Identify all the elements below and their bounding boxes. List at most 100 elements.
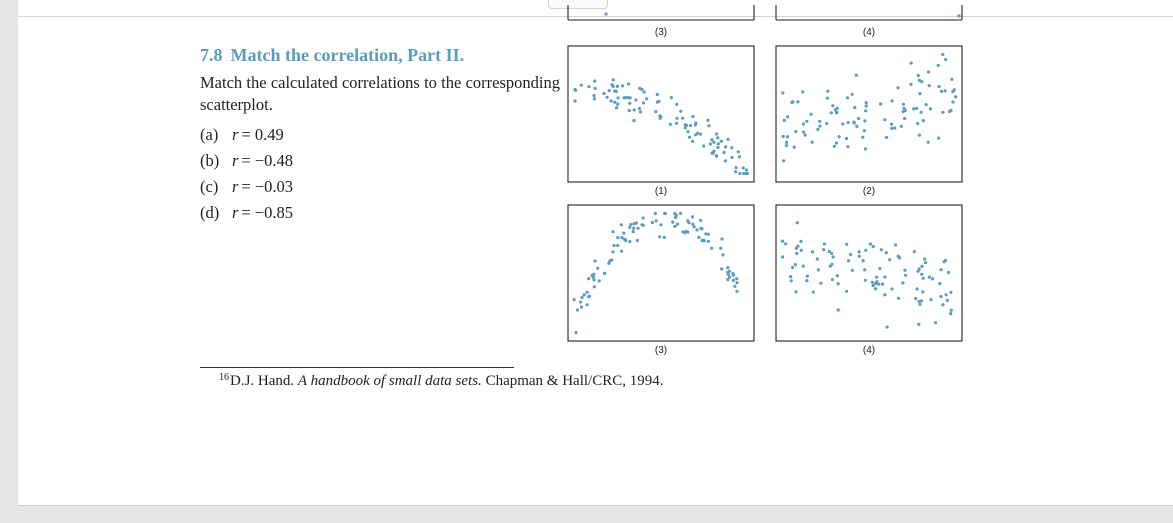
scatter-point	[946, 270, 951, 275]
scroll-tab-handle[interactable]	[548, 0, 608, 9]
scatter-point	[734, 166, 738, 170]
scatter-point	[875, 275, 879, 279]
scatter-point	[719, 246, 723, 250]
scatter-point	[857, 250, 861, 254]
scatter-point	[727, 269, 732, 273]
scatter-point	[737, 155, 742, 159]
scatter-point	[898, 256, 902, 260]
scatter-point	[708, 142, 712, 146]
scatter-point	[796, 244, 800, 248]
plot-label-2: (2)	[863, 186, 875, 197]
scatter-point	[791, 265, 795, 270]
scatter-point	[921, 119, 925, 123]
scatter-point	[834, 111, 839, 115]
scatter-point	[687, 135, 692, 139]
scatter-point	[939, 89, 944, 93]
scatter-point	[799, 248, 803, 252]
scatter-point	[634, 98, 638, 102]
prev-dot	[957, 14, 961, 18]
scatter-point	[706, 239, 711, 243]
scatter-point	[712, 140, 716, 144]
scatter-point	[650, 220, 654, 225]
problem-number: 7.8	[200, 45, 223, 65]
scatter-point	[794, 290, 798, 294]
scatter-point	[611, 250, 615, 254]
scatter-point	[805, 119, 809, 123]
scatter-point	[916, 73, 920, 78]
scatter-point	[575, 308, 579, 312]
scatter-point	[716, 136, 720, 140]
scatter-point	[864, 109, 868, 113]
scatter-point	[638, 86, 642, 90]
scatter-point	[673, 224, 677, 228]
scatter-point	[879, 102, 883, 106]
scatter-point	[845, 289, 849, 293]
scatter-point	[628, 225, 632, 229]
scatter-point	[923, 261, 928, 265]
scatter-point	[810, 140, 814, 144]
scatter-point	[801, 264, 805, 268]
scatter-point	[736, 150, 740, 154]
scatter-point	[605, 95, 609, 99]
scatter-point	[924, 103, 928, 107]
scatter-point	[945, 298, 949, 302]
scatter-point	[597, 279, 601, 283]
scatter-point	[855, 124, 859, 128]
scatter-point	[795, 221, 799, 225]
scatter-point	[607, 89, 611, 93]
scatter-point	[915, 287, 919, 291]
scatter-point	[781, 91, 785, 95]
scatter-point	[831, 255, 835, 259]
scatter-point	[624, 238, 628, 243]
scatter-point	[916, 122, 920, 126]
scatter-point	[943, 89, 947, 93]
scatter-point	[728, 275, 732, 279]
scatter-point	[707, 124, 711, 128]
scatter-point	[720, 267, 724, 271]
scatter-point	[819, 281, 823, 285]
scatter-point	[794, 246, 798, 250]
scatter-point	[931, 277, 935, 281]
scatter-point	[620, 236, 624, 240]
scatter-point	[716, 145, 720, 150]
scatter-point	[785, 135, 790, 139]
scatter-point	[663, 211, 667, 216]
scatter-point	[641, 101, 646, 105]
scatter-point	[864, 101, 868, 105]
scatter-point	[894, 243, 898, 247]
scatter-point	[616, 236, 620, 240]
scatter-point	[587, 295, 591, 299]
scatter-point	[874, 287, 878, 291]
scatter-point	[921, 290, 925, 294]
scatter-point	[920, 264, 924, 268]
scatter-point	[950, 77, 954, 81]
option-value: = −0.48	[241, 151, 294, 170]
scatter-point	[941, 52, 945, 57]
scatter-point	[822, 248, 826, 252]
scatter-point	[629, 222, 633, 227]
scatter-point	[799, 239, 803, 243]
scatter-point	[636, 226, 640, 230]
scatter-point	[608, 259, 612, 263]
scatter-point	[615, 84, 619, 88]
scatter-point	[693, 123, 697, 127]
scatter-point	[802, 130, 806, 134]
scatter-point	[936, 63, 940, 67]
scatter-point	[909, 82, 913, 86]
scatter-point	[573, 99, 577, 103]
scatter-point	[695, 228, 699, 232]
scatter-point	[878, 266, 882, 271]
scatter-point	[918, 92, 922, 96]
scatter-point	[615, 106, 619, 110]
scatter-point	[742, 171, 746, 176]
scatter-point	[884, 135, 888, 139]
scatter-point	[915, 106, 919, 110]
scatter-point	[721, 253, 725, 257]
scatter-point	[784, 140, 789, 144]
scatter-point	[926, 140, 930, 144]
scatter-point	[850, 92, 854, 96]
scatter-point	[681, 116, 685, 120]
scatter-point	[834, 141, 838, 145]
option-a: (a) r = 0.49	[200, 122, 560, 148]
scatter-point	[944, 57, 948, 62]
